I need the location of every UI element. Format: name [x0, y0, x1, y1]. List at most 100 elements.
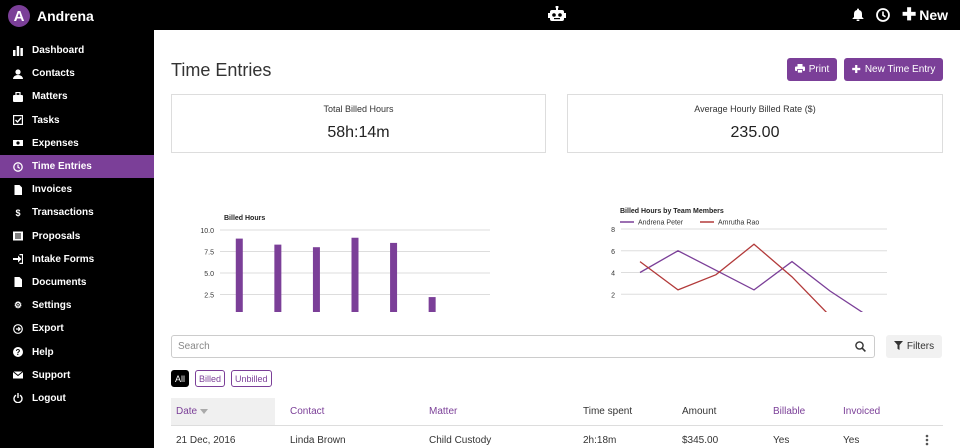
page-title: Time Entries	[171, 60, 272, 80]
series-line	[639, 243, 868, 317]
envelope-icon	[13, 370, 23, 380]
main-content: Time Entries Print ✚ New Time Entry Tota…	[154, 30, 960, 448]
sidebar-item-dashboard[interactable]: Dashboard	[0, 39, 154, 62]
column-header-invoiced[interactable]: Invoiced	[843, 406, 881, 417]
sidebar-item-support[interactable]: Support	[0, 364, 154, 387]
sidebar-item-expenses[interactable]: Expenses	[0, 132, 154, 155]
bar	[235, 238, 243, 316]
bar	[274, 244, 282, 316]
column-header-amount: Amount	[682, 406, 717, 417]
power-icon	[13, 393, 23, 404]
plus-icon: ✚	[851, 64, 861, 76]
sidebar: Dashboard Contacts Matters Tasks Expense…	[0, 30, 154, 448]
clock-icon[interactable]	[876, 7, 890, 22]
filter-icon	[893, 340, 903, 353]
user-icon	[13, 69, 23, 79]
sidebar-item-settings[interactable]: ⚙ Settings	[0, 294, 154, 317]
sidebar-item-proposals[interactable]: Proposals	[0, 225, 154, 248]
sidebar-item-label: Export	[32, 323, 64, 335]
column-header-date[interactable]: Date	[171, 398, 275, 425]
sidebar-item-invoices[interactable]: Invoices	[0, 178, 154, 201]
document-icon	[13, 277, 23, 288]
y-tick-label: 8	[611, 227, 615, 234]
row-invoiced: Yes	[843, 435, 860, 446]
total-billed-hours-card: Total Billed Hours 58h:14m	[171, 94, 546, 153]
sidebar-item-label: Support	[32, 369, 71, 381]
new-button[interactable]: ✚ New	[902, 6, 948, 23]
sidebar-item-label: Dashboard	[32, 45, 85, 57]
print-icon	[794, 63, 805, 76]
sidebar-item-label: Matters	[32, 91, 68, 103]
clock-icon	[13, 161, 23, 172]
row-menu-icon[interactable]	[925, 434, 929, 448]
row-amount: $345.00	[682, 435, 719, 446]
sidebar-item-label: Documents	[32, 276, 87, 288]
billing-filter-chips: All Billed Unbilled	[171, 370, 272, 387]
sidebar-item-help[interactable]: ? Help	[0, 340, 154, 363]
sidebar-item-tasks[interactable]: Tasks	[0, 109, 154, 132]
sidebar-item-intake-forms[interactable]: Intake Forms	[0, 248, 154, 271]
bar	[428, 297, 436, 316]
table-row[interactable]: 21 Dec, 2016 Linda Brown Child Custody 2…	[171, 426, 943, 448]
search-input[interactable]	[172, 336, 832, 357]
bar-chart-icon	[13, 45, 23, 56]
sidebar-item-time-entries[interactable]: Time Entries	[0, 154, 154, 179]
sidebar-item-label: Invoices	[32, 184, 73, 196]
column-header-matter[interactable]: Matter	[429, 406, 458, 417]
legend-label: Amrutha Rao	[718, 220, 759, 227]
y-tick-label: 7.5	[204, 250, 214, 257]
column-header-billable[interactable]: Billable	[773, 406, 806, 417]
column-header-time-spent: Time spent	[583, 406, 633, 417]
y-tick-label: 2	[611, 292, 615, 299]
total-billed-hours-value: 58h:14m	[327, 124, 390, 141]
chip-all[interactable]: All	[171, 370, 190, 387]
new-button-label: New	[919, 6, 948, 23]
sidebar-item-matters[interactable]: Matters	[0, 85, 154, 108]
chart-title: Billed Hours	[224, 215, 265, 222]
filters-button[interactable]: Filters	[886, 335, 942, 358]
top-bar: A Andrena ✚ New	[0, 0, 960, 30]
column-header-contact[interactable]: Contact	[290, 406, 325, 417]
chip-billed[interactable]: Billed	[195, 370, 226, 387]
y-tick-label: 2.5	[204, 293, 214, 300]
sidebar-item-export[interactable]: Export	[0, 317, 154, 340]
row-matter: Child Custody	[429, 435, 492, 446]
search-icon[interactable]	[855, 341, 866, 355]
y-tick-label: 4	[611, 271, 615, 278]
average-rate-label: Average Hourly Billed Rate ($)	[694, 104, 816, 114]
average-rate-value: 235.00	[730, 124, 780, 141]
sidebar-item-transactions[interactable]: $ Transactions	[0, 201, 154, 224]
money-icon	[13, 138, 23, 148]
chip-unbilled[interactable]: Unbilled	[231, 370, 272, 387]
y-tick-label: 5.0	[204, 271, 214, 278]
help-icon: ?	[13, 347, 23, 358]
sidebar-item-logout[interactable]: Logout	[0, 387, 154, 410]
robot-icon[interactable]	[548, 5, 566, 26]
row-time-spent: 2h:18m	[583, 435, 617, 446]
sidebar-item-label: Contacts	[32, 68, 75, 80]
sidebar-item-label: Help	[32, 346, 54, 358]
dollar-icon: $	[15, 207, 21, 218]
bell-icon[interactable]	[852, 8, 864, 21]
table-header: Date Contact Matter Time spent Amount Bi…	[171, 398, 943, 426]
sidebar-item-contacts[interactable]: Contacts	[0, 62, 154, 85]
average-rate-card: Average Hourly Billed Rate ($) 235.00	[567, 94, 943, 153]
team-members-chart: Billed Hours by Team Members Andrena Pete…	[594, 172, 894, 339]
bar	[351, 237, 359, 316]
legend-label: Andrena Peter	[638, 220, 684, 227]
sidebar-item-documents[interactable]: Documents	[0, 271, 154, 294]
print-button[interactable]: Print	[787, 58, 837, 81]
briefcase-icon	[13, 91, 23, 102]
sidebar-item-label: Logout	[32, 392, 66, 404]
brand[interactable]: A Andrena	[8, 5, 94, 27]
sort-caret-icon	[199, 406, 208, 417]
gear-icon: ⚙	[13, 300, 23, 311]
new-time-entry-label: New Time Entry	[864, 64, 936, 75]
new-time-entry-button[interactable]: ✚ New Time Entry	[844, 58, 943, 81]
sidebar-item-label: Tasks	[32, 114, 60, 126]
search-box	[171, 335, 875, 358]
billed-hours-chart: Billed Hours0.02.55.07.510.0Jul 2016Aug2…	[184, 172, 504, 339]
export-icon	[13, 323, 23, 334]
list-icon	[13, 231, 23, 241]
sidebar-item-label: Transactions	[32, 207, 94, 219]
